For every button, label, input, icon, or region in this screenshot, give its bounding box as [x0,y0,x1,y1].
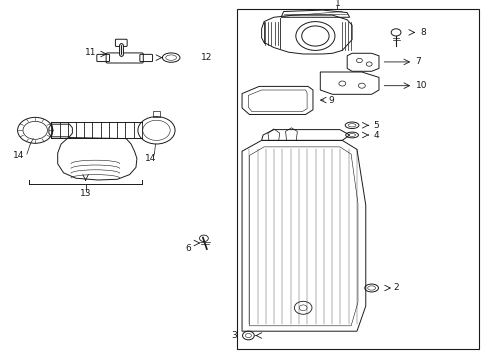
Text: 14: 14 [13,151,24,160]
Bar [237,9,478,349]
Text: 1: 1 [334,0,340,8]
Text: 14: 14 [144,154,156,163]
Text: 13: 13 [80,189,91,198]
Text: 11: 11 [84,49,96,57]
Text: 3: 3 [230,331,236,340]
Text: 9: 9 [328,95,334,104]
Text: 12: 12 [200,53,211,62]
Text: 2: 2 [392,284,398,292]
Text: 8: 8 [420,28,426,37]
Text: 4: 4 [373,130,379,139]
Text: 7: 7 [415,57,421,66]
Text: 6: 6 [184,244,190,253]
Text: 5: 5 [373,121,379,130]
Text: 10: 10 [415,81,427,90]
